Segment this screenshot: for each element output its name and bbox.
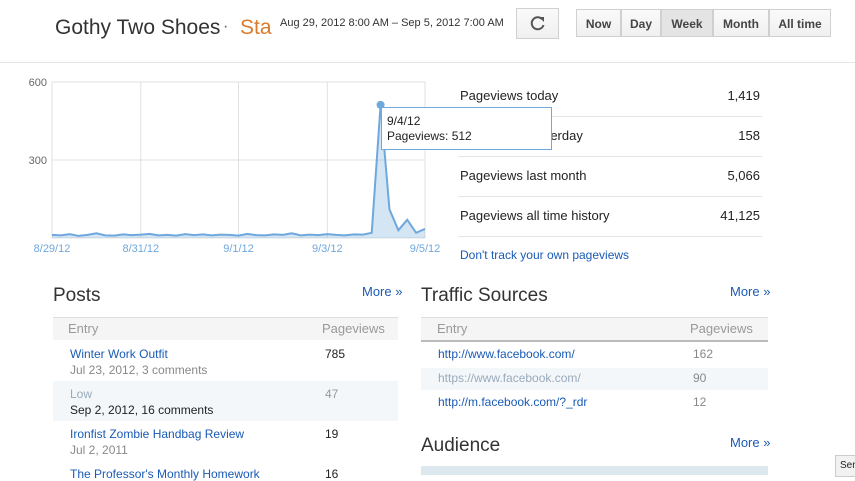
post-views: 19 (325, 427, 339, 441)
col-header: Entry (437, 321, 468, 336)
stat-label: Pageviews last month (460, 168, 587, 183)
source-url[interactable]: http://m.facebook.com/?_rdr (438, 395, 588, 409)
row-bg (53, 381, 398, 421)
table-header-bg (421, 317, 768, 342)
x-tick-label: 9/3/12 (312, 243, 343, 255)
source-url[interactable]: http://www.facebook.com/ (438, 347, 575, 361)
post-meta: Jul 23, 2012, 3 comments (70, 363, 208, 377)
post-views: 47 (325, 387, 339, 401)
post-entry[interactable]: Winter Work Outfit (70, 347, 168, 361)
stat-value: 1,419 (727, 88, 760, 103)
row-divider (458, 116, 762, 117)
post-meta: Sep 2, 2012, 16 comments (70, 403, 214, 417)
col-header: Pageviews (322, 321, 385, 336)
source-views: 162 (693, 347, 714, 361)
point (376, 100, 385, 109)
tooltip-title: 9/4/12 (387, 114, 421, 128)
audience-title: Audience (421, 435, 501, 456)
y-tick-label: 600 (29, 77, 47, 89)
dont-track-link[interactable]: Don't track your own pageviews (460, 248, 630, 262)
date-range: Aug 29, 2012 8:00 AM – Sep 5, 2012 7:00 … (280, 17, 504, 29)
col-header: Entry (68, 321, 99, 336)
row-divider (458, 236, 762, 237)
range-button[interactable]: Month (713, 9, 769, 37)
audience-map (421, 466, 768, 475)
line (51, 104, 426, 237)
row-bg (421, 368, 768, 390)
refresh-icon (530, 16, 545, 31)
divider (0, 62, 855, 63)
traffic-title: Traffic Sources (421, 285, 548, 306)
x-tick-label: 8/29/12 (34, 243, 71, 255)
post-entry[interactable]: Ironfist Zombie Handbag Review (70, 427, 245, 441)
y-tick-label: 300 (29, 155, 47, 167)
chart: 300 600 8/29/12 8/31/12 9/1/12 9/3/12 9/5/12 (29, 77, 440, 255)
stat-label: Pageviews all time history (460, 208, 610, 223)
stat-value: 5,066 (727, 168, 760, 183)
posts-title: Posts (53, 285, 101, 306)
traffic-more[interactable]: More » (730, 284, 771, 299)
refresh-button[interactable] (516, 8, 559, 39)
area (52, 104, 425, 238)
tooltip: 9/4/12 Pageviews: 512 (381, 107, 552, 150)
post-entry[interactable]: Low (70, 387, 93, 401)
post-views: 16 (325, 467, 339, 481)
separator: · (223, 18, 229, 35)
range-button[interactable]: Day (621, 9, 661, 37)
range-button[interactable]: All time (769, 9, 831, 37)
tooltip-text: Pageviews: 512 (387, 129, 472, 143)
stat-value: 41,125 (720, 208, 760, 223)
col-header: Pageviews (690, 321, 753, 336)
x-tick-label: 8/31/12 (122, 243, 159, 255)
table-header-bg (53, 317, 398, 340)
post-entry[interactable]: The Professor's Monthly Homework (70, 467, 260, 481)
stat-label: Pageviews today (460, 88, 559, 103)
section-title: Sta (240, 16, 272, 39)
source-url[interactable]: https://www.facebook.com/ (438, 371, 581, 385)
stat-value: 158 (738, 128, 760, 143)
post-views: 785 (325, 347, 346, 361)
range-button[interactable]: Week (661, 9, 713, 37)
post-meta: Jul 2, 2011 (70, 443, 128, 457)
corner-button[interactable]: Ser (835, 455, 855, 477)
source-views: 90 (693, 371, 707, 385)
x-tick-label: 9/5/12 (410, 243, 440, 255)
source-views: 12 (693, 395, 707, 409)
x-tick-label: 9/1/12 (223, 243, 254, 255)
row-divider (458, 196, 762, 197)
posts-more[interactable]: More » (362, 284, 403, 299)
range-button[interactable]: Now (576, 9, 621, 37)
blog-title: Gothy Two Shoes (55, 16, 221, 39)
audience-more[interactable]: More » (730, 435, 771, 450)
row-divider (458, 156, 762, 157)
